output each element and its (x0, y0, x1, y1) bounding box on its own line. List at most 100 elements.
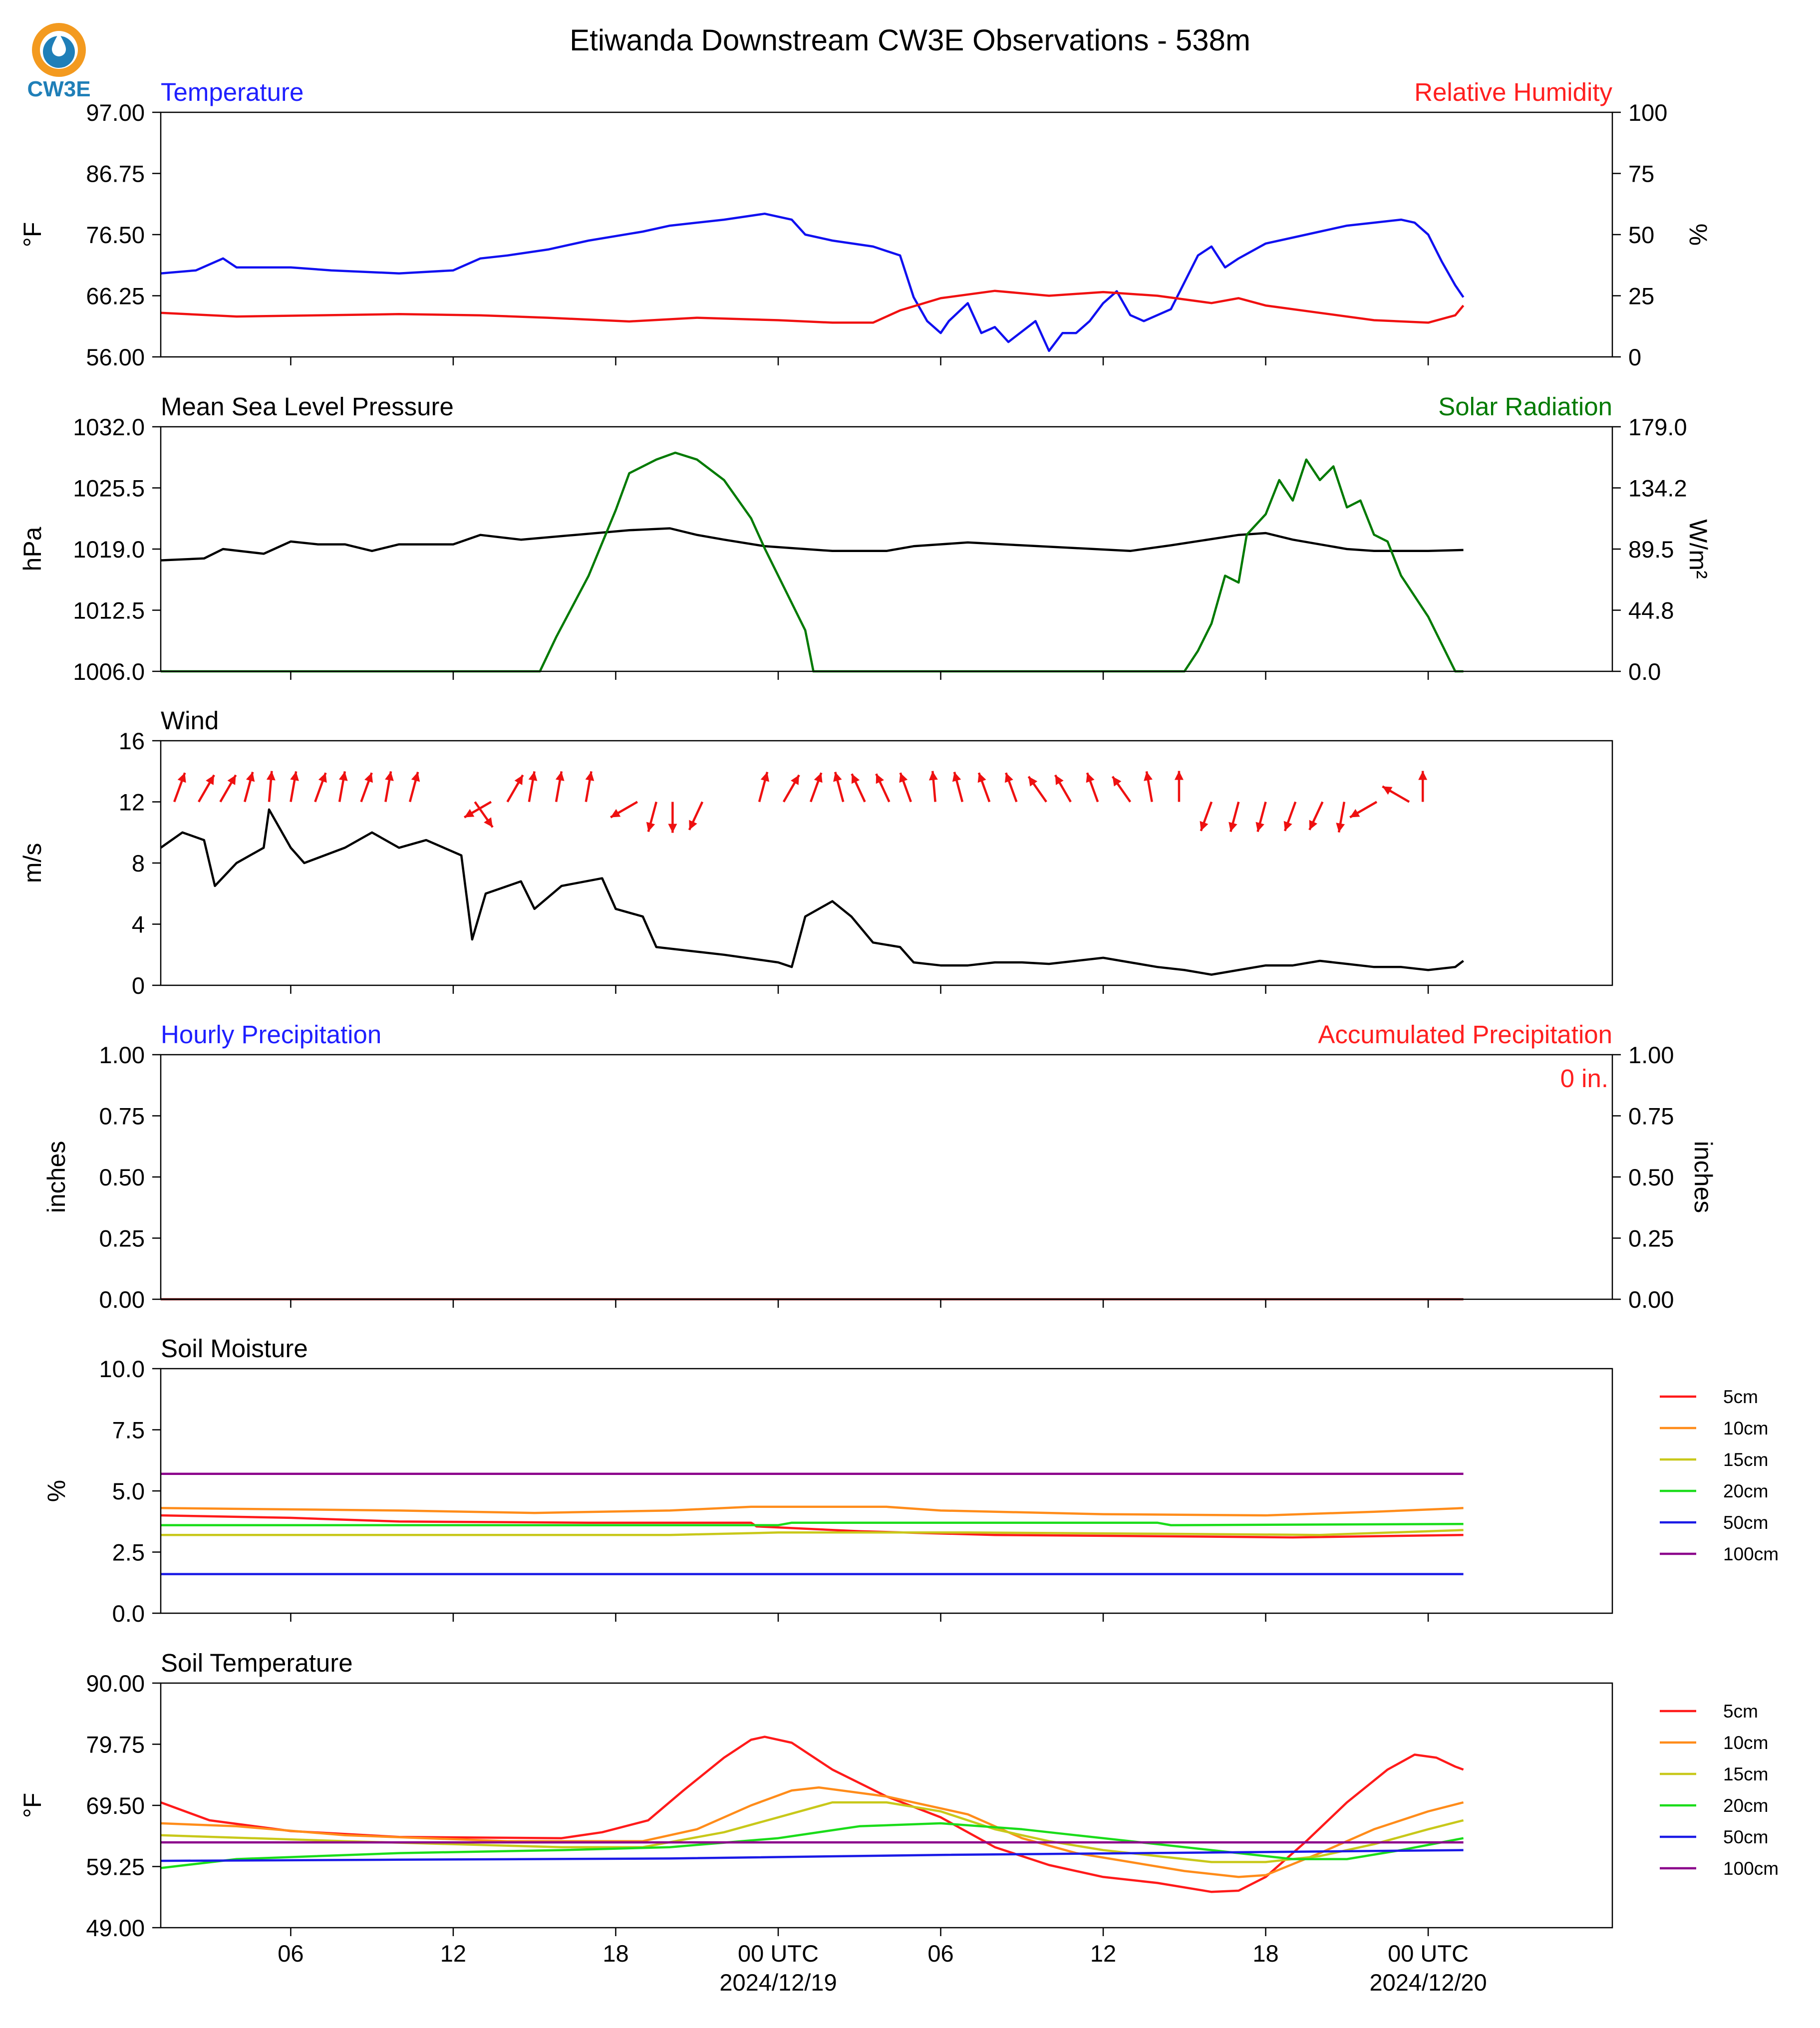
legend-label: 20cm (1723, 1795, 1768, 1816)
legend-label: 100cm (1723, 1858, 1779, 1879)
y2-tick-label: 0.0 (1628, 658, 1661, 685)
y-tick-label: 76.50 (86, 222, 145, 248)
y-axis-label: °F (18, 1793, 46, 1818)
panel-frame (160, 1054, 1613, 1300)
x-tick-label: 00 UTC (1388, 1940, 1469, 1967)
wind-arrow-icon (1200, 821, 1209, 831)
wind-arrow-icon (411, 772, 420, 782)
legend: 5cm 10cm 15cm 20cm 50cm 100cm (1660, 1701, 1779, 1879)
y-tick-label: 59.25 (86, 1854, 145, 1880)
x-tick-label: 12 (440, 1940, 466, 1967)
y-axis-label: inches (42, 1141, 70, 1213)
x-tick-date: 2024/12/19 (719, 1969, 837, 1996)
wind-arrow-icon (851, 774, 860, 784)
wind-arrow-icon (206, 775, 214, 785)
y2-tick-label: 134.2 (1628, 475, 1687, 502)
x-tick-date: 2024/12/20 (1369, 1969, 1487, 1996)
logo-text: CW3E (27, 77, 90, 101)
wind-arrow-icon (646, 822, 655, 832)
y2-tick-label: 89.5 (1628, 536, 1674, 563)
wind-arrow-icon (514, 775, 523, 785)
series-line-s1 (161, 451, 1464, 673)
x-tick-label: 06 (927, 1940, 953, 1967)
wind-arrow-icon (1418, 771, 1428, 780)
y-tick-label: 49.00 (86, 1915, 145, 1941)
series-line-5cm (160, 1736, 1464, 1893)
wind-arrow-icon (1309, 820, 1318, 830)
y-tick-label: 10.0 (99, 1356, 145, 1382)
panel-title-right: Relative Humidity (1414, 78, 1612, 106)
y-tick-label: 0.75 (99, 1103, 145, 1130)
wind-arrow-icon (1228, 822, 1237, 832)
panel-title-left: Soil Temperature (161, 1649, 353, 1677)
y-axis-label: m/s (18, 843, 46, 883)
wind-arrow-icon (1336, 823, 1345, 833)
wind-arrow-icon (1004, 773, 1013, 783)
accumulated-total: 0 in. (1560, 1064, 1608, 1093)
x-tick-label: 00 UTC (738, 1940, 819, 1967)
legend-label: 5cm (1723, 1387, 1758, 1407)
wind-arrow-icon (610, 809, 621, 818)
wind-arrow-icon (555, 771, 565, 781)
y-tick-label: 4 (132, 911, 145, 938)
series-line-10cm (160, 1505, 1464, 1517)
y-tick-label: 0 (132, 972, 145, 999)
wind-arrow-icon (385, 771, 394, 781)
y-tick-label: 16 (119, 728, 145, 754)
y-tick-label: 1012.5 (73, 597, 145, 624)
legend-label: 20cm (1723, 1481, 1768, 1501)
figure-title: Etiwanda Downstream CW3E Observations - … (570, 23, 1250, 57)
legend-label: 10cm (1723, 1418, 1768, 1439)
wind-arrow-icon (928, 771, 938, 781)
y-tick-label: 1019.0 (73, 536, 145, 563)
panel-soil-moisture: 0.0 2.5 5.0 7.5 10.0% Soil Moisture 5cm 10cm 15c… (42, 1334, 1779, 1627)
y-tick-label: 0.25 (99, 1225, 145, 1252)
y2-tick-label: 25 (1628, 283, 1654, 309)
x-tick-label: 18 (603, 1940, 628, 1967)
wind-arrow-icon (1382, 786, 1393, 795)
series-line-s0 (160, 212, 1465, 352)
panel-title-left: Wind (161, 706, 219, 735)
wind-arrow-icon (1028, 776, 1038, 787)
y-tick-label: 1025.5 (73, 475, 145, 502)
y2-tick-label: 0.00 (1628, 1286, 1674, 1313)
y-axis-label: % (42, 1480, 70, 1502)
panel-temperature-rh: 56.00 66.25 76.50 86.75 97.00 0 25 50 75 100 °F % Te… (18, 78, 1712, 370)
wind-arrow-icon (528, 771, 538, 781)
panel-title-left: Soil Moisture (161, 1334, 308, 1363)
series-line-s0 (160, 527, 1464, 562)
series-line-20cm (160, 1822, 1464, 1869)
wind-arrow-icon (464, 809, 475, 818)
legend-label: 10cm (1723, 1733, 1768, 1753)
y2-tick-label: 75 (1628, 161, 1654, 187)
wind-arrow-icon (227, 775, 236, 785)
y-axis-label: °F (18, 222, 46, 248)
wind-arrow-icon (952, 772, 961, 782)
series-line-50cm (160, 1849, 1464, 1862)
wind-arrow-icon (364, 773, 373, 783)
series-line-20cm (161, 1521, 1464, 1526)
cw3e-logo: CW3E (27, 23, 91, 101)
y2-tick-label: 44.8 (1628, 597, 1674, 624)
y-tick-label: 86.75 (86, 161, 145, 187)
legend-label: 5cm (1723, 1701, 1758, 1722)
wind-arrow-icon (689, 820, 697, 830)
wind-arrow-icon (977, 773, 986, 783)
wind-arrow-icon (1283, 821, 1292, 831)
series-line-10cm (160, 1786, 1464, 1878)
y-tick-label: 0.0 (112, 1600, 145, 1627)
y-tick-label: 1.00 (99, 1042, 145, 1068)
wind-arrow-icon (484, 817, 493, 828)
y-axis-label: hPa (18, 527, 46, 571)
y2-axis-label: % (1684, 224, 1712, 246)
legend-label: 50cm (1723, 1512, 1768, 1533)
legend-label: 100cm (1723, 1544, 1779, 1564)
y-tick-label: 2.5 (112, 1539, 145, 1566)
panel-precipitation: 0.00 0.25 0.50 0.75 1.00 0.00 0.25 0.50 0.75 1.00… (42, 1020, 1717, 1313)
legend-label: 15cm (1723, 1764, 1768, 1784)
y2-tick-label: 1.00 (1628, 1042, 1674, 1068)
y2-tick-label: 100 (1628, 99, 1667, 126)
wind-arrow-icon (833, 772, 842, 782)
wind-arrow-icon (1112, 776, 1122, 787)
